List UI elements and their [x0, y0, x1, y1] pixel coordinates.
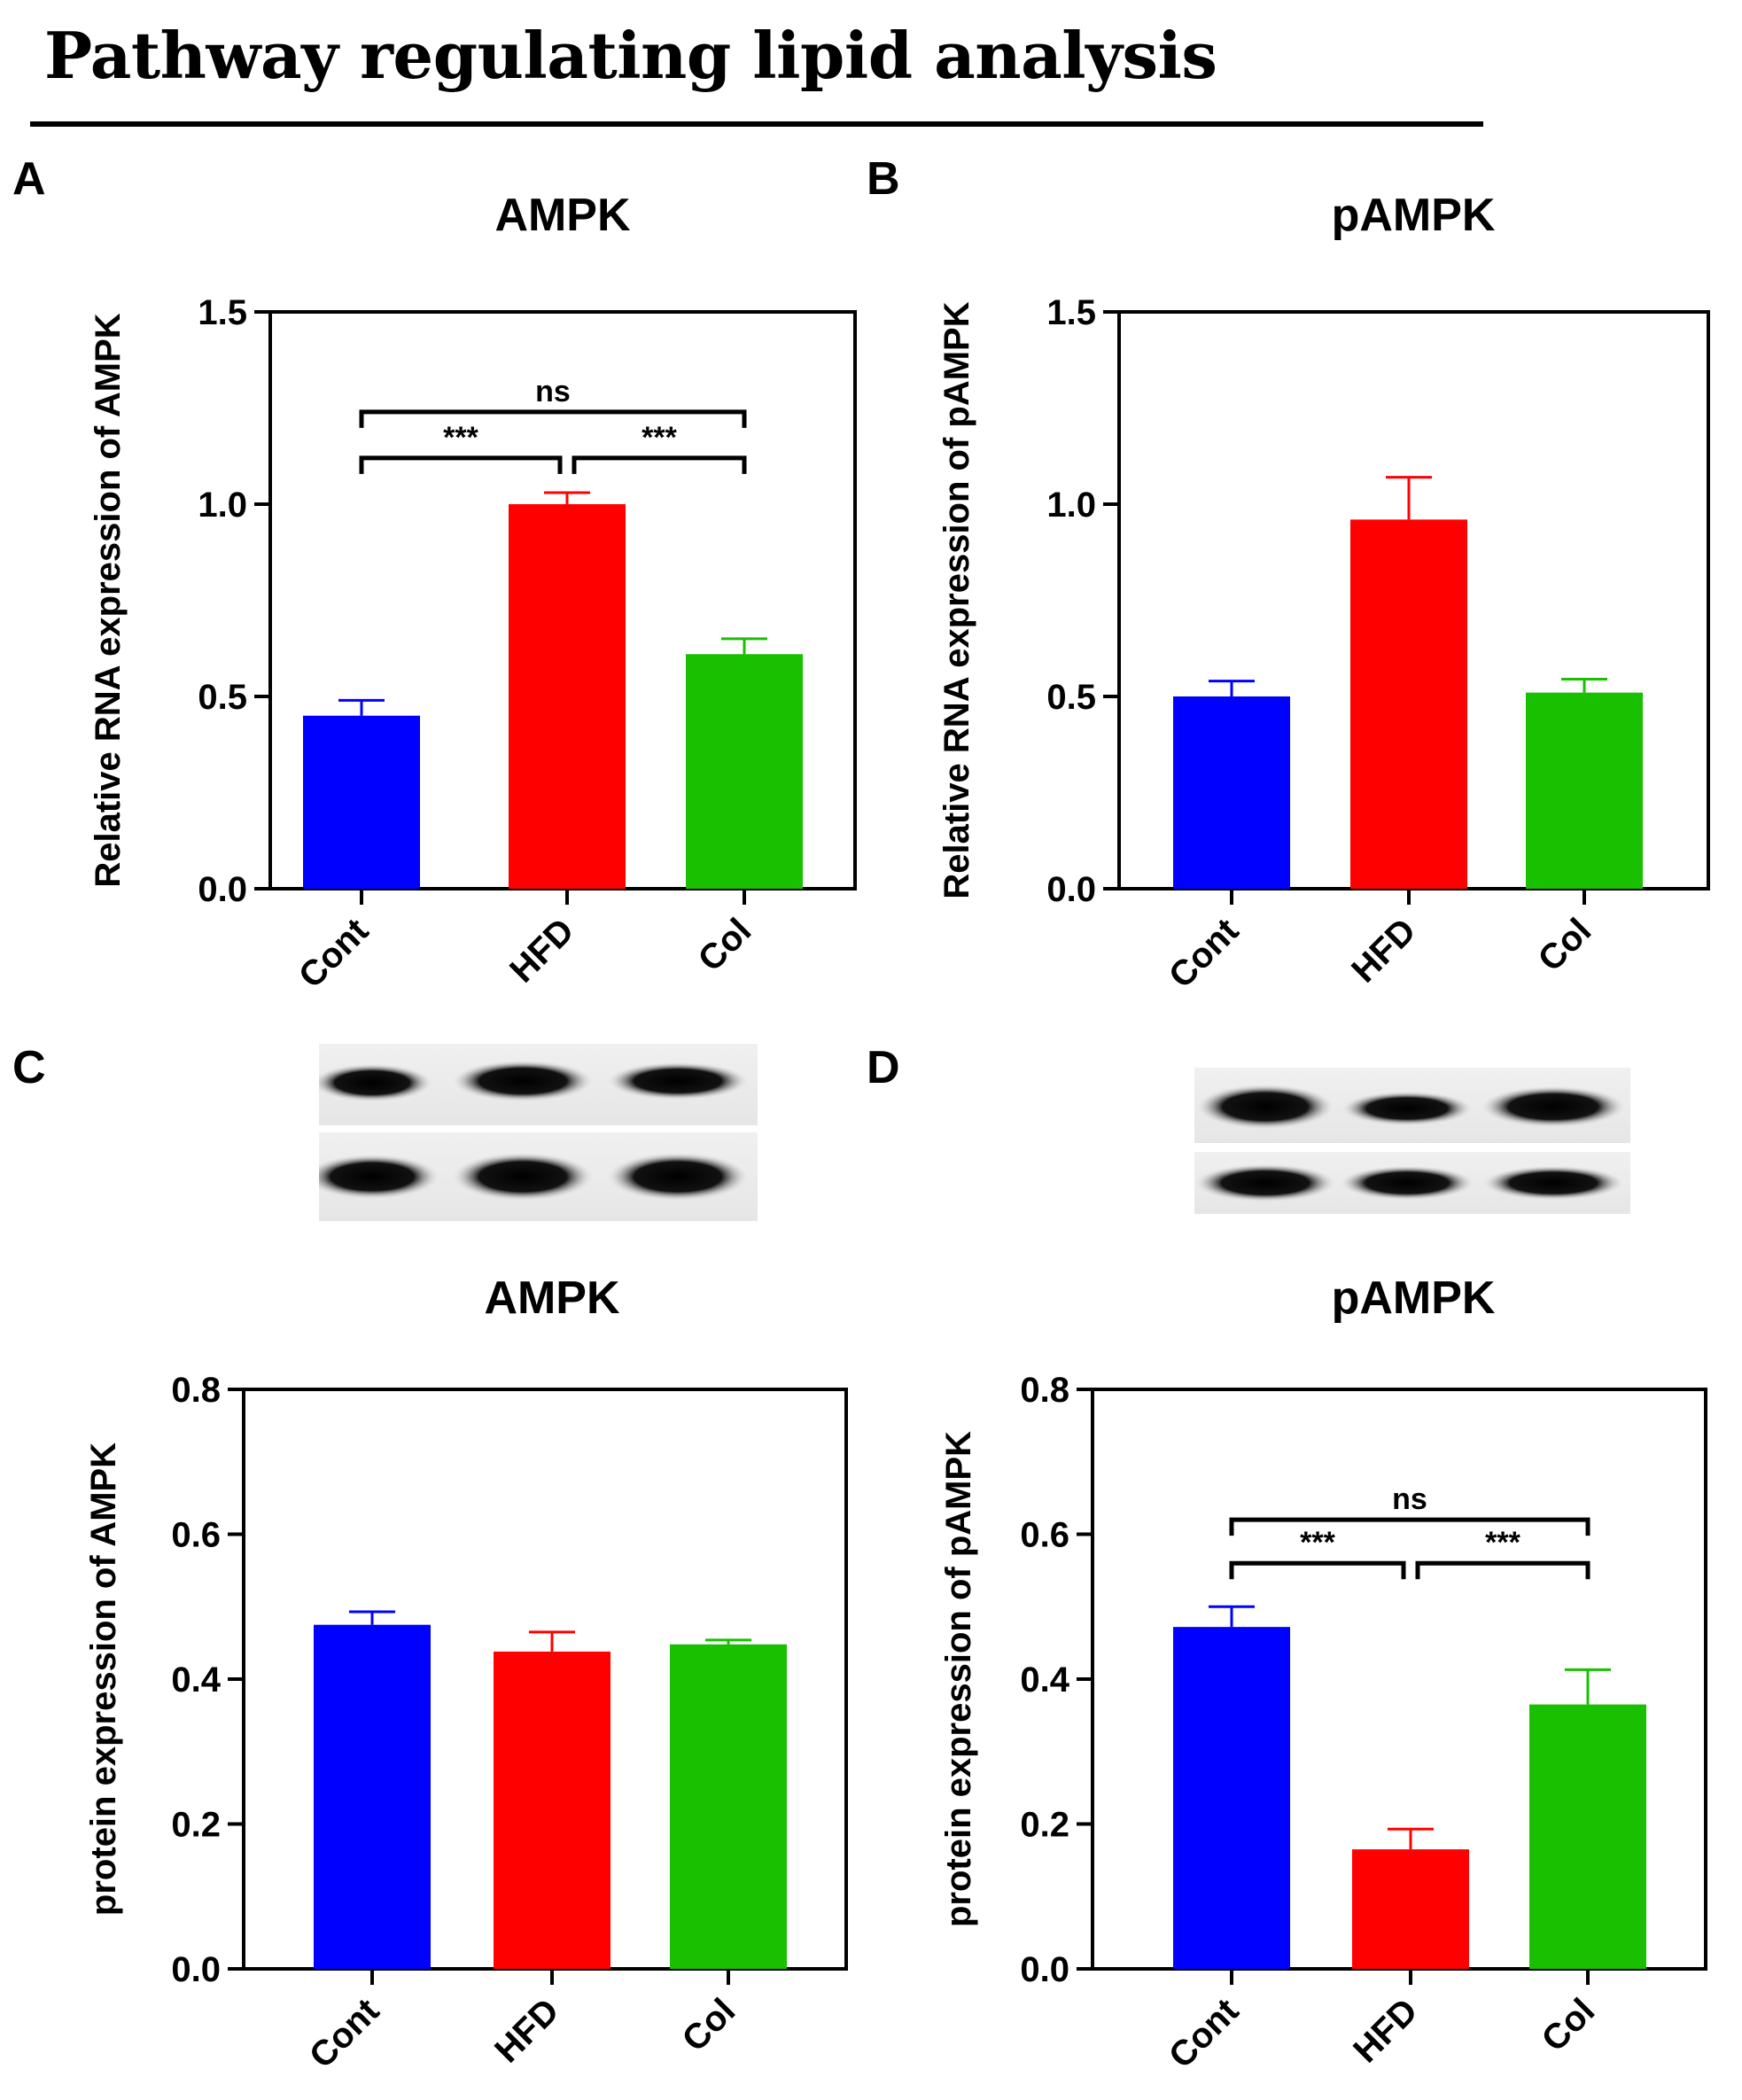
chart-a-ytick-label: 0.5	[198, 678, 247, 717]
chart-d-bar-col	[1529, 1704, 1646, 1969]
chart-c-ytick-label: 0.2	[171, 1806, 221, 1845]
chart-c-bar-cont	[314, 1624, 431, 1969]
chart-c-ylabel: protein expression of AMPK	[84, 1443, 123, 1916]
chart-d-sig-bracket-1	[1415, 1560, 1590, 1580]
panel-letter-c: C	[12, 1042, 46, 1093]
chart-c-ytick-label: 0.6	[171, 1516, 221, 1555]
chart-b-xtick-label-cont: Cont	[1162, 911, 1247, 996]
chart-d-xtick-label-col: Col	[1535, 1991, 1603, 2059]
chart-a-sig-label-2: ns	[535, 375, 571, 408]
chart-d-ytick-label: 0.8	[1020, 1371, 1069, 1410]
chart-d-sig-label-1: ***	[1485, 1526, 1520, 1559]
chart-a-sig-label-1: ***	[642, 421, 677, 455]
chart-d-sig-label-0: ***	[1300, 1526, 1335, 1559]
chart-a-ylabel: Relative RNA expression of AMPK	[89, 313, 128, 887]
title-rule	[30, 121, 1483, 127]
chart-a-ytick-label: 0.0	[198, 870, 247, 909]
chart-a-sig-bracket-2	[359, 409, 747, 428]
western-blot-pampk	[1194, 1068, 1630, 1214]
chart-b-bar-hfd	[1350, 519, 1467, 889]
chart-b-bar-cont	[1173, 696, 1290, 889]
chart-a-bar-col	[686, 654, 803, 889]
chart-b-ytick-label: 0.0	[1046, 870, 1096, 909]
chart-a-xtick-label-cont: Cont	[292, 911, 377, 996]
chart-c-bar-hfd	[494, 1651, 610, 1969]
chart-d-bar-hfd	[1352, 1849, 1469, 1969]
chart-c-ytick-label: 0.4	[171, 1661, 221, 1699]
chart-d-xtick-label-cont: Cont	[1162, 1991, 1247, 2076]
figure-title: Pathway regulating lipid analysis	[44, 18, 1217, 93]
chart-a-sig-bracket-1	[572, 455, 747, 474]
chart-d-ytick-label: 0.4	[1020, 1661, 1069, 1699]
chart-d-title: pAMPK	[1332, 1272, 1496, 1324]
chart-c-bar-col	[670, 1644, 787, 1969]
chart-d-ytick-label: 0.6	[1020, 1516, 1069, 1555]
chart-b-title: pAMPK	[1332, 190, 1496, 241]
chart-a-title: AMPK	[494, 190, 631, 241]
chart-a-xtick-label-col: Col	[691, 911, 759, 979]
chart-a-bar-hfd	[509, 504, 626, 889]
panel-letter-a: A	[12, 153, 46, 205]
chart-b-ylabel: Relative RNA expression of pAMPK	[937, 301, 976, 898]
chart-d-sig-bracket-0	[1229, 1560, 1406, 1580]
chart-d-ytick-label: 0.2	[1020, 1806, 1069, 1845]
chart-d-bar-cont	[1173, 1627, 1290, 1969]
chart-a-bar-cont	[303, 715, 420, 889]
chart-a-xtick-label-hfd: HFD	[502, 911, 581, 990]
chart-c-ytick-label: 0.0	[171, 1950, 221, 1989]
chart-a-sig-label-0: ***	[443, 421, 478, 455]
chart-b-ytick-label: 1.5	[1046, 293, 1096, 332]
chart-c-xtick-label-cont: Cont	[302, 1991, 387, 2076]
chart-d-ytick-label: 0.0	[1020, 1950, 1069, 1989]
chart-a-sig-bracket-0	[359, 455, 563, 474]
panel-letter-d: D	[867, 1042, 900, 1093]
chart-b-ytick-label: 1.0	[1046, 486, 1096, 525]
chart-c-xtick-label-col: Col	[675, 1991, 743, 2059]
chart-b-ytick-label: 0.5	[1046, 678, 1096, 717]
western-blot-ampk	[319, 1044, 758, 1221]
chart-b-bar-col	[1526, 692, 1643, 889]
chart-a-ytick-label: 1.0	[198, 486, 247, 525]
chart-b-xtick-label-col: Col	[1531, 911, 1599, 979]
panel-letter-b: B	[867, 153, 900, 205]
chart-d-xtick-label-hfd: HFD	[1346, 1991, 1425, 2070]
chart-c-xtick-label-hfd: HFD	[487, 1991, 566, 2070]
chart-a-ytick-label: 1.5	[198, 293, 247, 332]
chart-c-ytick-label: 0.8	[171, 1371, 221, 1410]
chart-c-title: AMPK	[484, 1272, 620, 1324]
chart-b-xtick-label-hfd: HFD	[1344, 911, 1423, 990]
chart-d-ylabel: protein expression of pAMPK	[939, 1431, 978, 1927]
chart-d-sig-label-2: ns	[1392, 1482, 1427, 1516]
chart-d-sig-bracket-2	[1229, 1517, 1590, 1536]
